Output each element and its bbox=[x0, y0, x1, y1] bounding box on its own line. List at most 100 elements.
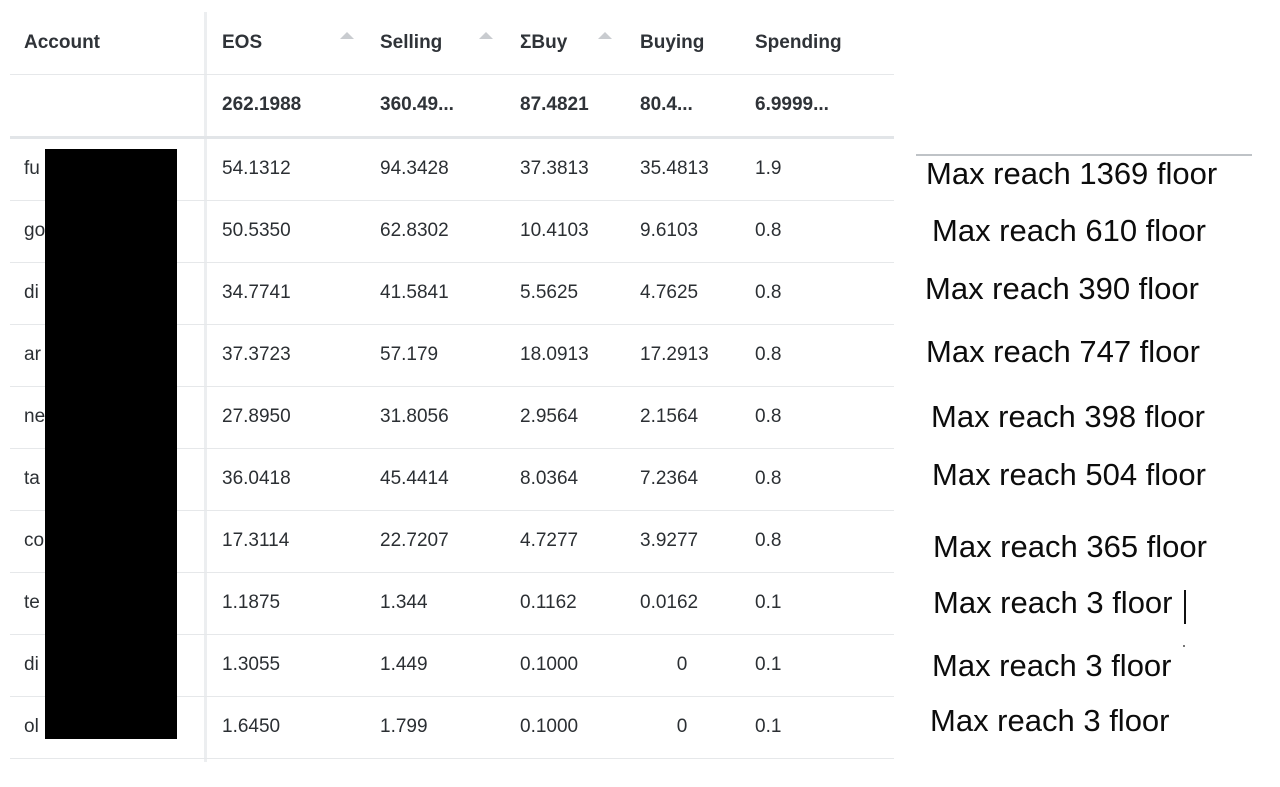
total-buying: 80.4... bbox=[640, 94, 693, 115]
account-name[interactable]: co bbox=[24, 530, 45, 551]
account-name[interactable]: ta bbox=[24, 468, 40, 489]
stray-mark bbox=[1183, 645, 1185, 647]
table-row[interactable]: ol 1.6450 1.799 0.1000 0 0.1 bbox=[10, 696, 894, 759]
account-name[interactable]: te bbox=[24, 592, 40, 613]
sbuy-value: 37.3813 bbox=[520, 158, 589, 179]
eos-value: 37.3723 bbox=[222, 344, 291, 365]
eos-value: 1.3055 bbox=[222, 654, 281, 675]
selling-value: 45.4414 bbox=[380, 468, 449, 489]
text-cursor bbox=[1184, 590, 1186, 624]
header-spending[interactable]: Spending bbox=[755, 32, 842, 53]
sort-up-icon[interactable] bbox=[479, 32, 493, 39]
buying-value: 0 bbox=[676, 654, 688, 675]
sbuy-value: 0.1162 bbox=[520, 592, 577, 613]
account-name[interactable]: ol bbox=[24, 716, 39, 737]
total-account bbox=[24, 74, 199, 136]
floor-note: Max reach 747 floor bbox=[926, 334, 1200, 369]
buying-value: 3.9277 bbox=[640, 530, 699, 551]
spending-value: 0.1 bbox=[755, 592, 782, 613]
spending-value: 0.8 bbox=[755, 468, 782, 489]
eos-value: 54.1312 bbox=[222, 158, 291, 179]
table-row[interactable]: di 1.3055 1.449 0.1000 0 0.1 bbox=[10, 634, 894, 697]
sort-up-icon[interactable] bbox=[340, 32, 354, 39]
eos-value: 34.7741 bbox=[222, 282, 291, 303]
redaction-box bbox=[45, 149, 177, 739]
spending-value: 0.1 bbox=[755, 716, 782, 737]
account-name[interactable]: fu bbox=[24, 158, 40, 179]
total-sbuy: 87.4821 bbox=[520, 94, 589, 115]
buying-value: 35.4813 bbox=[640, 158, 709, 179]
selling-value: 1.799 bbox=[380, 716, 428, 737]
floor-note: Max reach 3 floor bbox=[932, 648, 1172, 683]
totals-row: 262.1988 360.49... 87.4821 80.4... 6.999… bbox=[10, 74, 894, 139]
account-name[interactable]: di bbox=[24, 282, 39, 303]
table-row[interactable]: di 34.7741 41.5841 5.5625 4.7625 0.8 bbox=[10, 262, 894, 325]
table-row[interactable]: co 17.3114 22.7207 4.7277 3.9277 0.8 bbox=[10, 510, 894, 573]
total-selling: 360.49... bbox=[380, 94, 454, 115]
eos-value: 36.0418 bbox=[222, 468, 291, 489]
spending-value: 0.8 bbox=[755, 220, 782, 241]
buying-value: 17.2913 bbox=[640, 344, 709, 365]
table-row[interactable]: ne 27.8950 31.8056 2.9564 2.1564 0.8 bbox=[10, 386, 894, 449]
sbuy-value: 2.9564 bbox=[520, 406, 579, 427]
selling-value: 1.344 bbox=[380, 592, 428, 613]
floor-note: Max reach 365 floor bbox=[933, 529, 1207, 564]
eos-value: 27.8950 bbox=[222, 406, 291, 427]
header-sbuy[interactable]: ΣBuy bbox=[520, 32, 568, 53]
eos-value: 1.1875 bbox=[222, 592, 281, 613]
eos-value: 50.5350 bbox=[222, 220, 291, 241]
spending-value: 0.8 bbox=[755, 406, 782, 427]
column-divider bbox=[204, 12, 207, 762]
sbuy-value: 5.5625 bbox=[520, 282, 579, 303]
floor-note: Max reach 390 floor bbox=[925, 271, 1199, 306]
table-row[interactable]: fu 54.1312 94.3428 37.3813 35.4813 1.9 bbox=[10, 138, 894, 201]
selling-value: 41.5841 bbox=[380, 282, 449, 303]
buying-value: 4.7625 bbox=[640, 282, 699, 303]
floor-note: Max reach 3 floor bbox=[930, 703, 1170, 738]
buying-value: 7.2364 bbox=[640, 468, 699, 489]
spending-value: 0.8 bbox=[755, 282, 782, 303]
account-name[interactable]: go bbox=[24, 220, 46, 241]
sort-up-icon[interactable] bbox=[598, 32, 612, 39]
sbuy-value: 8.0364 bbox=[520, 468, 579, 489]
buying-value: 0 bbox=[676, 716, 688, 737]
buying-value: 0.0162 bbox=[640, 592, 699, 613]
account-name[interactable]: ne bbox=[24, 406, 46, 427]
spending-value: 1.9 bbox=[755, 158, 782, 179]
buying-value: 2.1564 bbox=[640, 406, 699, 427]
spending-value: 0.8 bbox=[755, 530, 782, 551]
table-row[interactable]: go 50.5350 62.8302 10.4103 9.6103 0.8 bbox=[10, 200, 894, 263]
selling-value: 57.179 bbox=[380, 344, 439, 365]
total-eos: 262.1988 bbox=[222, 94, 302, 115]
sbuy-value: 0.1000 bbox=[520, 654, 579, 675]
floor-note: Max reach 610 floor bbox=[932, 213, 1206, 248]
spending-value: 0.1 bbox=[755, 654, 782, 675]
table-row[interactable]: ar 37.3723 57.179 18.0913 17.2913 0.8 bbox=[10, 324, 894, 387]
notes-divider bbox=[916, 154, 1252, 156]
selling-value: 31.8056 bbox=[380, 406, 449, 427]
sbuy-value: 4.7277 bbox=[520, 530, 579, 551]
floor-note: Max reach 3 floor bbox=[933, 585, 1173, 620]
eos-value: 17.3114 bbox=[222, 530, 290, 551]
table-row[interactable]: ta 36.0418 45.4414 8.0364 7.2364 0.8 bbox=[10, 448, 894, 511]
buying-value: 9.6103 bbox=[640, 220, 699, 241]
sbuy-value: 18.0913 bbox=[520, 344, 589, 365]
sbuy-value: 0.1000 bbox=[520, 716, 579, 737]
header-selling[interactable]: Selling bbox=[380, 32, 443, 53]
header-buying[interactable]: Buying bbox=[640, 32, 705, 53]
eos-value: 1.6450 bbox=[222, 716, 281, 737]
floor-note: Max reach 398 floor bbox=[931, 399, 1205, 434]
account-name[interactable]: ar bbox=[24, 344, 41, 365]
account-name[interactable]: di bbox=[24, 654, 39, 675]
table-header-row: Account EOS Selling ΣBuy Buying Spending bbox=[10, 12, 894, 75]
selling-value: 62.8302 bbox=[380, 220, 449, 241]
sbuy-value: 10.4103 bbox=[520, 220, 589, 241]
total-spending: 6.9999... bbox=[755, 94, 829, 115]
header-account[interactable]: Account bbox=[24, 32, 100, 53]
spending-value: 0.8 bbox=[755, 344, 782, 365]
table-row[interactable]: te 1.1875 1.344 0.1162 0.0162 0.1 bbox=[10, 572, 894, 635]
floor-note: Max reach 1369 floor bbox=[926, 156, 1218, 191]
floor-note: Max reach 504 floor bbox=[932, 457, 1206, 492]
header-eos[interactable]: EOS bbox=[222, 32, 263, 53]
selling-value: 94.3428 bbox=[380, 158, 449, 179]
